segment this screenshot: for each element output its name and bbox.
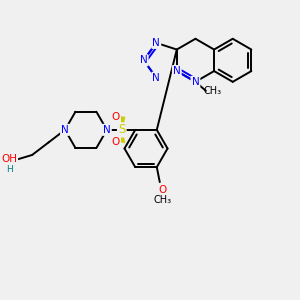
Text: O: O — [111, 137, 119, 147]
Text: N: N — [61, 125, 69, 135]
Text: N: N — [192, 77, 199, 87]
Text: O: O — [111, 112, 119, 122]
Text: S: S — [118, 123, 125, 136]
Text: O: O — [159, 185, 167, 196]
Text: CH₃: CH₃ — [203, 86, 221, 96]
Text: N: N — [152, 38, 160, 48]
Text: N: N — [152, 73, 160, 83]
Text: N: N — [140, 55, 148, 65]
Text: H: H — [6, 164, 13, 173]
Text: N: N — [173, 66, 181, 76]
Text: CH₃: CH₃ — [154, 195, 172, 205]
Text: OH: OH — [1, 154, 17, 164]
Text: N: N — [103, 125, 111, 135]
